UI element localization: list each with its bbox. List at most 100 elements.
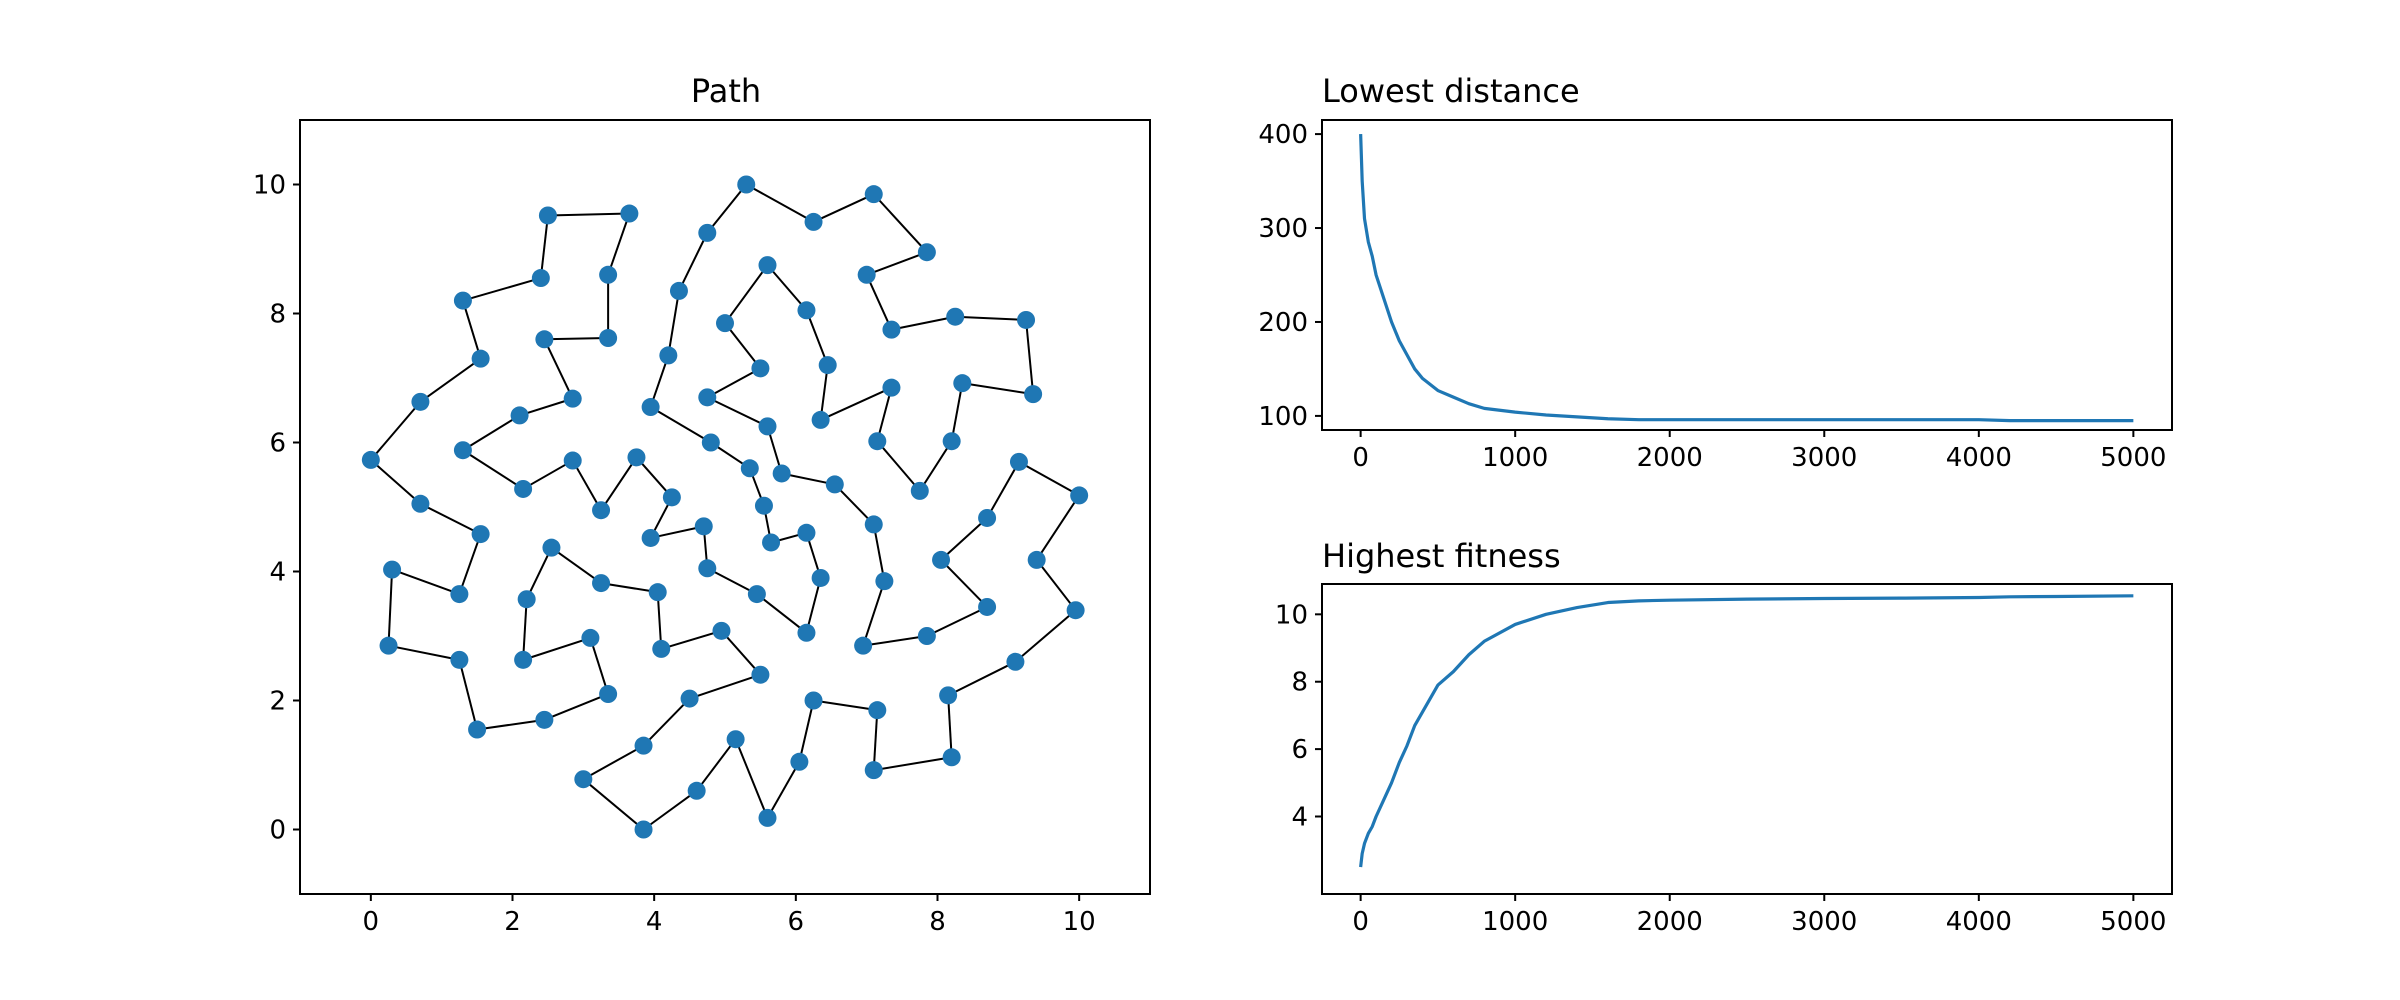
city-point: [754, 496, 773, 515]
city-point: [535, 330, 554, 349]
city-point: [411, 392, 430, 411]
lowest-distance-y-tick-label: 400: [1258, 120, 1308, 150]
city-point: [875, 572, 894, 591]
path-x-axis-ticks: 0 2 4 6 8 10: [363, 894, 1096, 937]
city-point: [932, 550, 951, 569]
tour-edge: [370, 401, 422, 461]
tour-edge: [543, 693, 609, 721]
tour-edge: [950, 382, 964, 442]
path-y-tick-label: 0: [269, 816, 286, 846]
tour-edge: [600, 582, 658, 594]
tour-edge: [706, 367, 761, 399]
city-point: [740, 459, 759, 478]
tour-edge: [1035, 559, 1077, 611]
city-point: [542, 538, 561, 557]
tour-edge: [582, 778, 645, 831]
city-point: [978, 597, 997, 616]
path-y-tick-label: 2: [269, 687, 286, 717]
city-point: [910, 481, 929, 500]
tour-edge: [940, 517, 988, 561]
tour-edge: [522, 599, 528, 660]
city-point: [641, 528, 660, 547]
lowest-distance-x-tick-label: 1000: [1482, 443, 1548, 473]
city-point: [694, 517, 713, 536]
city-point: [531, 269, 550, 288]
tour-edge: [600, 456, 638, 511]
tour-edge: [805, 577, 822, 634]
highest-fitness-y-axis-ticks: 4 6 8 10: [1275, 600, 1322, 833]
lowest-distance-y-tick-label: 300: [1258, 214, 1308, 244]
tour-edge: [940, 559, 988, 608]
highest-fitness-title: Highest fitness: [1322, 537, 1561, 575]
tour-edge: [388, 644, 460, 661]
tour-edge: [419, 502, 482, 535]
highest-fitness-x-tick-label: 3000: [1791, 907, 1857, 937]
tour-edge: [642, 789, 698, 831]
city-point: [1009, 452, 1028, 471]
tour-edge: [550, 546, 602, 584]
city-point: [514, 479, 533, 498]
highest-fitness-y-tick-label: 10: [1275, 600, 1308, 630]
city-point: [917, 627, 936, 645]
tour-edge: [706, 396, 768, 428]
city-point: [1006, 652, 1025, 671]
city-point: [662, 488, 681, 507]
tour-edge: [947, 660, 1016, 697]
tour-edge: [724, 322, 762, 369]
path-y-tick-label: 8: [269, 300, 286, 330]
highest-fitness-axes-frame: [1321, 583, 2173, 895]
city-point: [453, 291, 472, 310]
lowest-distance-series-line: [1359, 134, 2134, 423]
tour-edge: [458, 533, 482, 595]
city-point: [450, 650, 469, 669]
city-point: [680, 689, 699, 708]
city-point: [634, 820, 653, 839]
tour-edge: [607, 213, 631, 276]
city-point: [726, 730, 745, 749]
city-point: [864, 515, 883, 534]
city-point: [712, 621, 731, 640]
lowest-distance-x-axis-ticks: 0 1000 2000 3000 4000 5000: [1352, 430, 2166, 473]
tour-edge: [1025, 319, 1035, 395]
tour-edge: [876, 387, 893, 442]
highest-fitness-x-tick-label: 2000: [1637, 907, 1703, 937]
tour-edge: [660, 629, 722, 650]
city-point: [864, 761, 883, 780]
tour-edge: [865, 274, 893, 331]
city-point: [953, 374, 972, 393]
tour-edge: [819, 364, 829, 421]
city-point: [804, 212, 823, 231]
city-point: [790, 752, 809, 771]
tour-edge: [947, 695, 953, 758]
tour-edge: [525, 547, 553, 600]
tour-edge: [571, 460, 602, 511]
tour-edge: [461, 300, 482, 359]
tour-edge: [720, 630, 762, 676]
tour-edge: [798, 700, 815, 763]
highest-fitness-panel: Highest fitness 0 1000 2000 3000 4000 5000 4 6…: [1275, 537, 2173, 937]
city-point: [854, 636, 873, 655]
path-x-tick-label: 10: [1063, 907, 1096, 937]
city-point: [762, 533, 781, 552]
city-point: [620, 204, 639, 223]
tour-edge: [539, 215, 549, 279]
city-point: [652, 639, 671, 658]
city-point: [698, 223, 717, 242]
highest-fitness-x-axis-ticks: 0 1000 2000 3000 4000 5000: [1352, 894, 2166, 937]
path-x-tick-label: 0: [363, 907, 380, 937]
city-point: [797, 301, 816, 320]
highest-fitness-x-tick-label: 5000: [2100, 907, 2166, 937]
tour-edge: [387, 569, 394, 646]
tour-edge: [756, 593, 808, 634]
city-point: [804, 691, 823, 710]
tour-edge: [419, 357, 482, 403]
lowest-distance-x-tick-label: 2000: [1637, 443, 1703, 473]
path-panel: Path 0 2 4 6 8 10 0 2 4 6 8 10: [253, 72, 1151, 937]
city-point: [599, 329, 618, 348]
city-point: [942, 748, 961, 767]
city-point: [599, 265, 618, 284]
city-point: [535, 710, 554, 729]
tour-edge: [462, 449, 524, 490]
city-point: [648, 583, 667, 602]
path-x-tick-label: 2: [504, 907, 521, 937]
